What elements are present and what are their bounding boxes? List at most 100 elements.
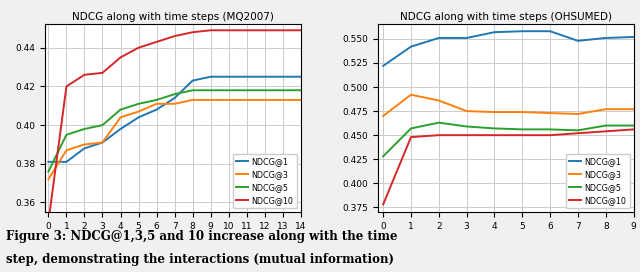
NDCG@3 bbox=[153, 102, 161, 106]
NDCG@10 bbox=[491, 134, 499, 137]
NDCG@10 bbox=[171, 35, 179, 38]
NDCG@5 bbox=[207, 89, 214, 92]
NDCG@10 bbox=[63, 85, 70, 88]
NDCG@5 bbox=[380, 155, 387, 158]
NDCG@10 bbox=[261, 29, 269, 32]
NDCG@1 bbox=[189, 79, 196, 82]
NDCG@3 bbox=[116, 116, 124, 119]
NDCG@1 bbox=[380, 64, 387, 67]
NDCG@3 bbox=[171, 102, 179, 106]
NDCG@3 bbox=[189, 98, 196, 101]
NDCG@5 bbox=[134, 102, 142, 106]
NDCG@1 bbox=[518, 30, 526, 33]
NDCG@3 bbox=[297, 98, 305, 101]
NDCG@1 bbox=[207, 75, 214, 78]
NDCG@5 bbox=[99, 123, 106, 127]
NDCG@1 bbox=[547, 30, 554, 33]
NDCG@5 bbox=[171, 92, 179, 96]
NDCG@10 bbox=[153, 40, 161, 44]
NDCG@10 bbox=[547, 134, 554, 137]
NDCG@3 bbox=[574, 112, 582, 116]
NDCG@3 bbox=[407, 93, 415, 96]
Title: NDCG along with time steps (MQ2007): NDCG along with time steps (MQ2007) bbox=[72, 12, 274, 22]
NDCG@1 bbox=[602, 36, 610, 40]
NDCG@10 bbox=[407, 135, 415, 139]
NDCG@3 bbox=[261, 98, 269, 101]
NDCG@5 bbox=[153, 98, 161, 101]
NDCG@3 bbox=[630, 107, 637, 111]
NDCG@10 bbox=[435, 134, 443, 137]
NDCG@3 bbox=[81, 143, 88, 146]
NDCG@10 bbox=[207, 29, 214, 32]
NDCG@10 bbox=[574, 132, 582, 135]
NDCG@1 bbox=[574, 39, 582, 42]
NDCG@1 bbox=[99, 141, 106, 144]
NDCG@3 bbox=[279, 98, 287, 101]
NDCG@1 bbox=[225, 75, 232, 78]
NDCG@10 bbox=[602, 130, 610, 133]
NDCG@10 bbox=[116, 56, 124, 59]
NDCG@10 bbox=[225, 29, 232, 32]
Line: NDCG@3: NDCG@3 bbox=[49, 100, 301, 179]
Text: step, demonstrating the interactions (mutual information): step, demonstrating the interactions (mu… bbox=[6, 253, 394, 266]
Line: NDCG@3: NDCG@3 bbox=[383, 95, 634, 116]
NDCG@3 bbox=[602, 107, 610, 111]
NDCG@1 bbox=[463, 36, 470, 40]
NDCG@3 bbox=[134, 110, 142, 113]
NDCG@5 bbox=[81, 127, 88, 131]
NDCG@1 bbox=[134, 116, 142, 119]
NDCG@3 bbox=[547, 112, 554, 115]
NDCG@1 bbox=[407, 45, 415, 48]
NDCG@3 bbox=[207, 98, 214, 101]
Line: NDCG@5: NDCG@5 bbox=[49, 90, 301, 172]
NDCG@1 bbox=[153, 108, 161, 111]
Title: NDCG along with time steps (OHSUMED): NDCG along with time steps (OHSUMED) bbox=[399, 12, 612, 22]
NDCG@3 bbox=[518, 110, 526, 114]
NDCG@10 bbox=[45, 220, 52, 224]
NDCG@1 bbox=[171, 96, 179, 100]
NDCG@10 bbox=[243, 29, 250, 32]
NDCG@1 bbox=[630, 35, 637, 39]
NDCG@5 bbox=[602, 124, 610, 127]
NDCG@10 bbox=[81, 73, 88, 76]
NDCG@5 bbox=[407, 127, 415, 130]
NDCG@3 bbox=[380, 114, 387, 118]
NDCG@5 bbox=[518, 128, 526, 131]
NDCG@10 bbox=[99, 71, 106, 75]
NDCG@1 bbox=[297, 75, 305, 78]
NDCG@3 bbox=[45, 178, 52, 181]
NDCG@5 bbox=[116, 108, 124, 111]
NDCG@3 bbox=[435, 99, 443, 102]
NDCG@1 bbox=[81, 147, 88, 150]
NDCG@5 bbox=[243, 89, 250, 92]
NDCG@3 bbox=[225, 98, 232, 101]
NDCG@10 bbox=[518, 134, 526, 137]
NDCG@5 bbox=[547, 128, 554, 131]
NDCG@10 bbox=[463, 134, 470, 137]
NDCG@10 bbox=[134, 46, 142, 49]
NDCG@5 bbox=[45, 170, 52, 173]
NDCG@1 bbox=[243, 75, 250, 78]
NDCG@5 bbox=[63, 133, 70, 136]
Line: NDCG@10: NDCG@10 bbox=[383, 129, 634, 205]
Legend: NDCG@1, NDCG@3, NDCG@5, NDCG@10: NDCG@1, NDCG@3, NDCG@5, NDCG@10 bbox=[566, 154, 630, 208]
Legend: NDCG@1, NDCG@3, NDCG@5, NDCG@10: NDCG@1, NDCG@3, NDCG@5, NDCG@10 bbox=[233, 154, 297, 208]
NDCG@5 bbox=[189, 89, 196, 92]
NDCG@3 bbox=[63, 149, 70, 152]
NDCG@1 bbox=[45, 160, 52, 163]
NDCG@5 bbox=[491, 127, 499, 130]
NDCG@5 bbox=[463, 125, 470, 128]
NDCG@5 bbox=[279, 89, 287, 92]
NDCG@10 bbox=[380, 203, 387, 206]
Text: Figure 3: NDCG@1,3,5 and 10 increase along with the time: Figure 3: NDCG@1,3,5 and 10 increase alo… bbox=[6, 230, 398, 243]
NDCG@5 bbox=[435, 121, 443, 124]
NDCG@5 bbox=[297, 89, 305, 92]
NDCG@3 bbox=[463, 109, 470, 113]
NDCG@5 bbox=[261, 89, 269, 92]
Line: NDCG@10: NDCG@10 bbox=[49, 30, 301, 222]
Line: NDCG@5: NDCG@5 bbox=[383, 123, 634, 156]
NDCG@10 bbox=[297, 29, 305, 32]
NDCG@3 bbox=[491, 110, 499, 114]
Line: NDCG@1: NDCG@1 bbox=[383, 31, 634, 66]
Line: NDCG@1: NDCG@1 bbox=[49, 77, 301, 162]
